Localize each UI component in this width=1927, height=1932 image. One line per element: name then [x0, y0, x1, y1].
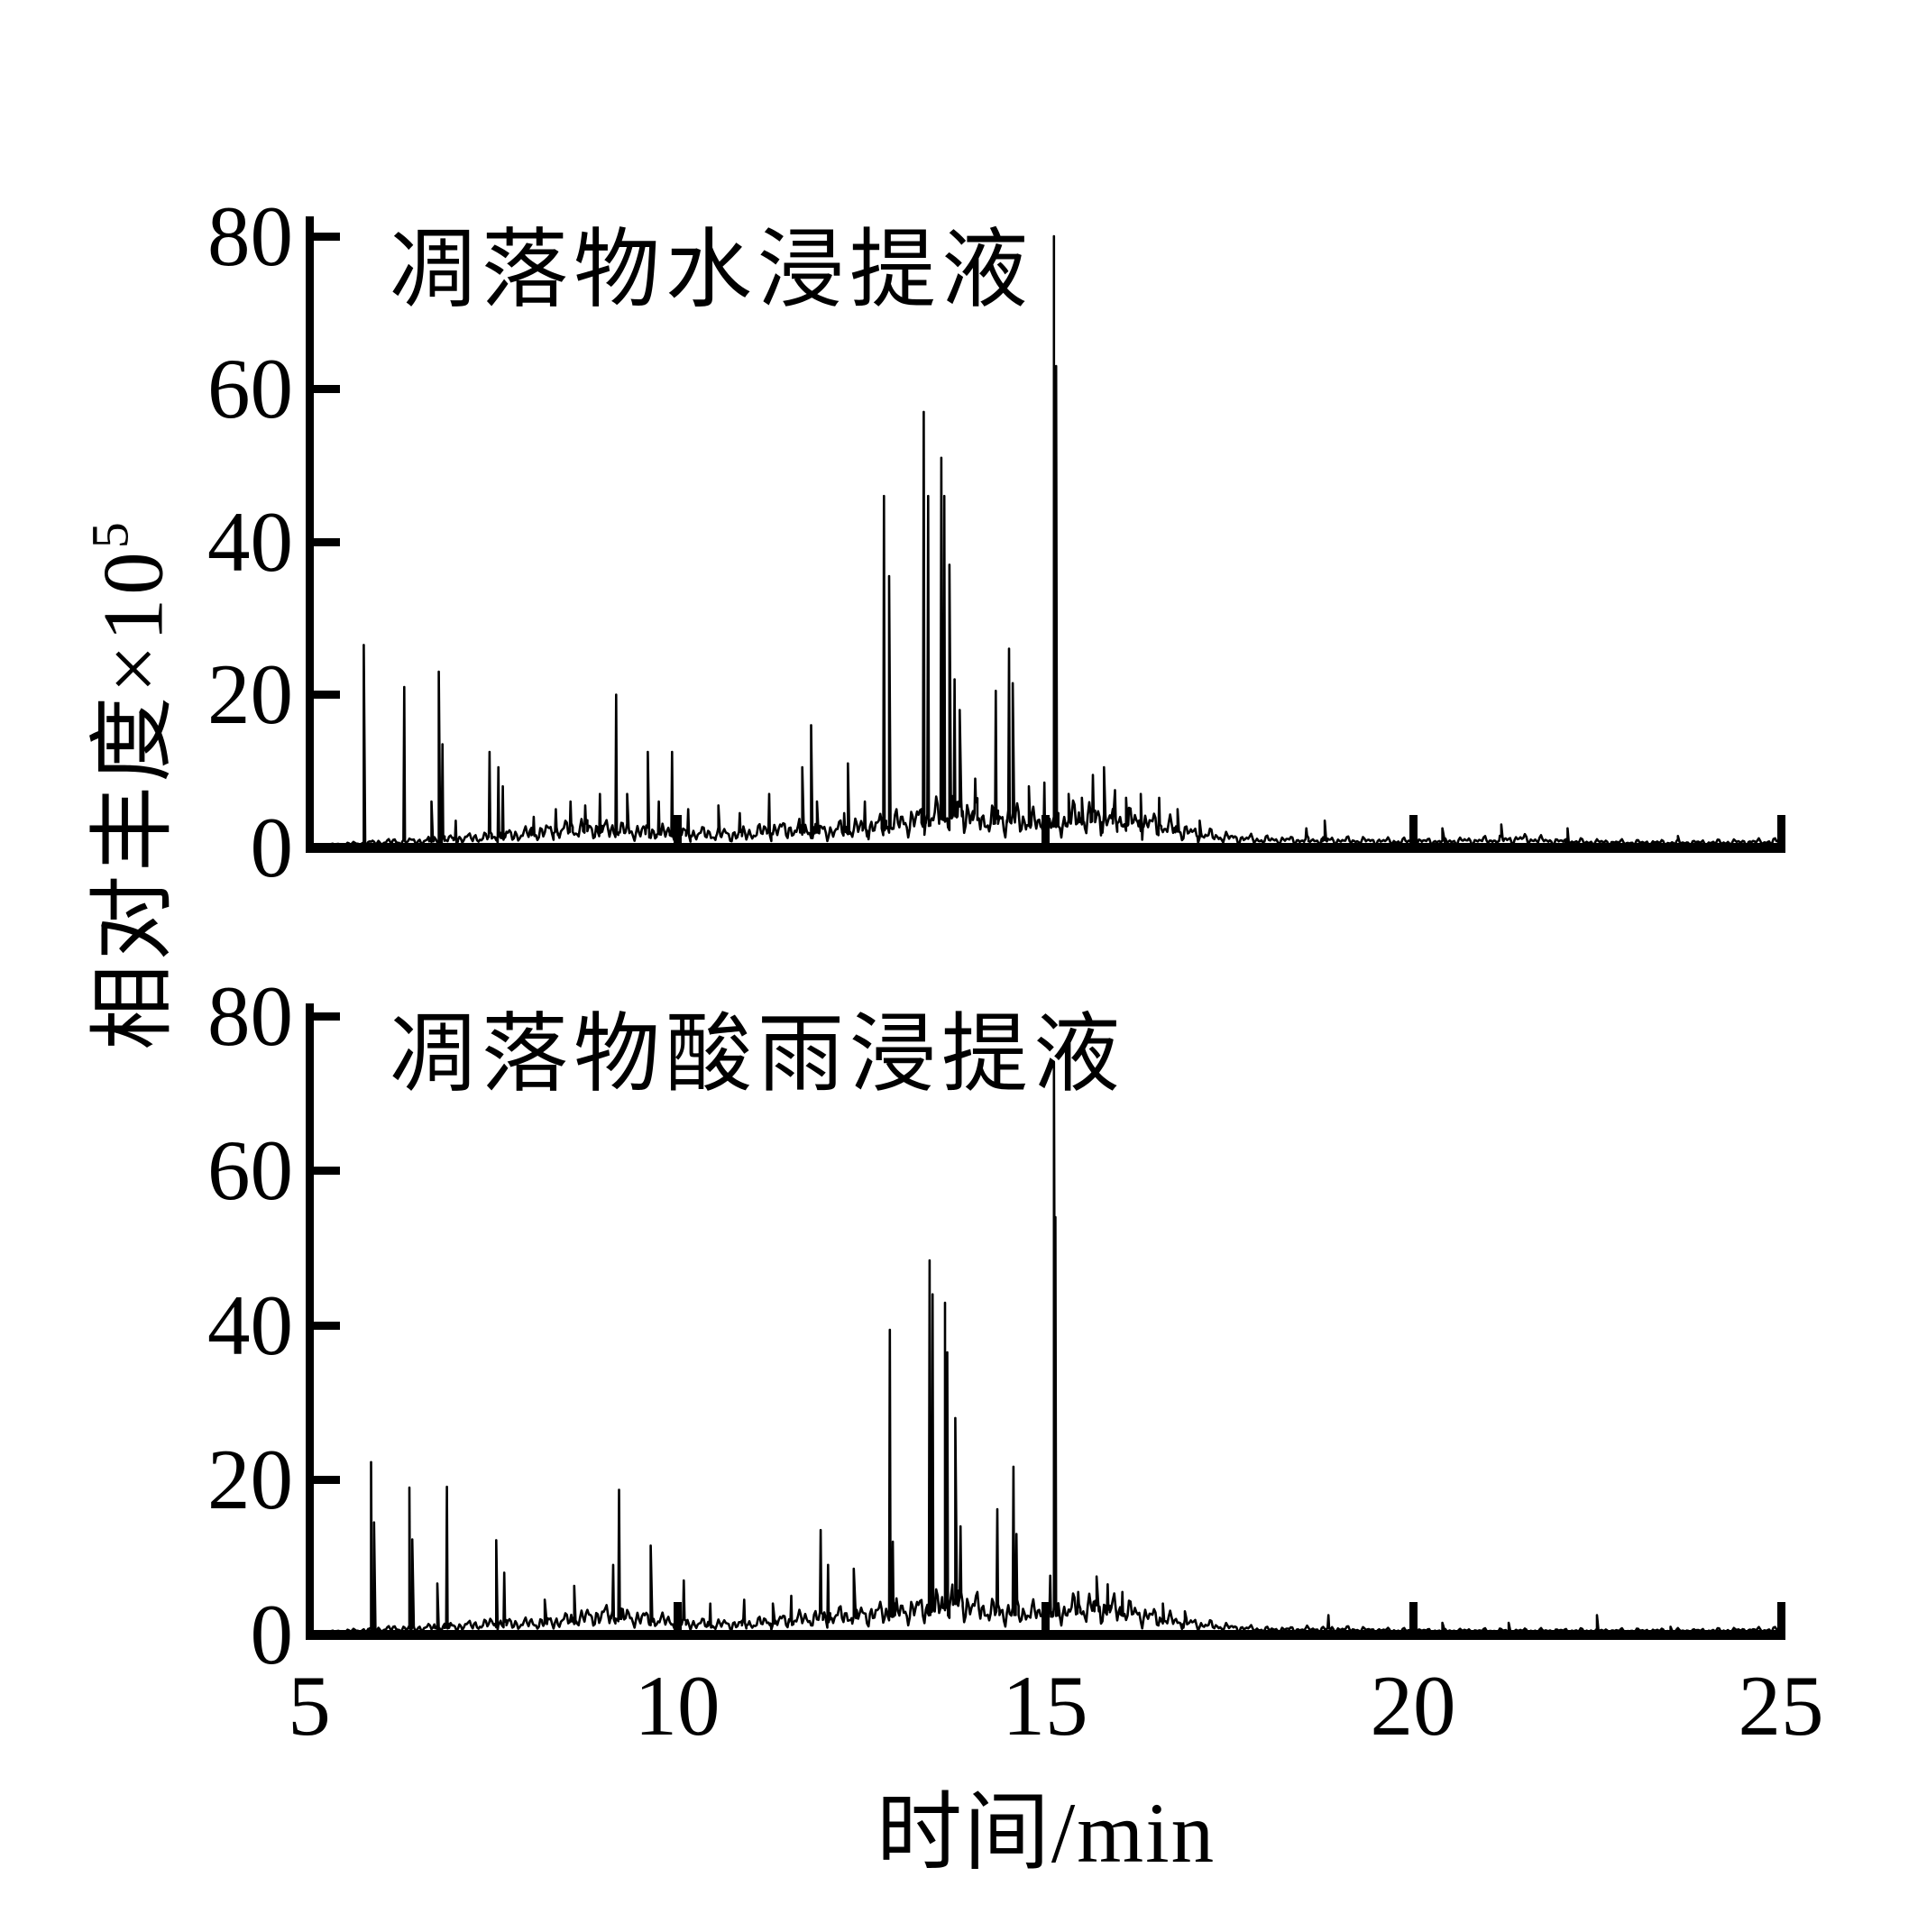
- x-axis-title: 时间/min: [876, 1785, 1216, 1881]
- top-y-tick-80: [309, 233, 340, 241]
- x-label-25: 25: [1738, 1658, 1824, 1753]
- bottom-y-label-60: 60: [207, 1122, 293, 1218]
- top-y-axis-line: [306, 216, 314, 852]
- bottom-y-tick-20: [309, 1476, 340, 1484]
- bottom-y-tick-80: [309, 1012, 340, 1021]
- bottom-y-tick-40: [309, 1322, 340, 1330]
- x-label-20: 20: [1370, 1658, 1456, 1753]
- x-label-10: 10: [634, 1658, 720, 1753]
- bottom-y-label-20: 20: [207, 1432, 293, 1527]
- bottom-y-label-80: 80: [207, 968, 293, 1064]
- trace-bottom: [309, 1061, 1781, 1634]
- top-y-label-60: 60: [207, 341, 293, 436]
- bottom-panel-title: 凋落物酸雨浸提液: [390, 1006, 1125, 1103]
- top-y-label-40: 40: [207, 494, 293, 590]
- y-axis-title: 相对丰度×105: [68, 522, 181, 1050]
- top-x-tick-25: [1777, 815, 1785, 847]
- top-y-label-80: 80: [207, 188, 293, 284]
- x-label-5: 5: [288, 1658, 331, 1753]
- bottom-x-tick-25: [1777, 1602, 1785, 1634]
- top-y-tick-60: [309, 385, 340, 393]
- x-label-15: 15: [1002, 1658, 1088, 1753]
- top-panel-title: 凋落物水浸提液: [390, 222, 1033, 318]
- top-x-axis-line: [306, 843, 1785, 853]
- top-y-tick-20: [309, 691, 340, 699]
- top-chromatogram-line: [309, 234, 1781, 847]
- bottom-y-label-0: 0: [250, 1587, 294, 1682]
- top-x-tick-20: [1409, 815, 1418, 847]
- top-y-label-20: 20: [207, 646, 293, 742]
- top-y-label-0: 0: [250, 800, 294, 895]
- top-y-tick-40: [309, 538, 340, 546]
- trace-top: [309, 234, 1781, 847]
- bottom-x-tick-15: [1041, 1602, 1050, 1634]
- bottom-y-label-40: 40: [207, 1277, 293, 1373]
- bottom-x-tick-20: [1409, 1602, 1418, 1634]
- bottom-y-tick-60: [309, 1167, 340, 1175]
- bottom-x-axis-line: [306, 1630, 1785, 1640]
- bottom-chromatogram-line: [309, 1061, 1781, 1634]
